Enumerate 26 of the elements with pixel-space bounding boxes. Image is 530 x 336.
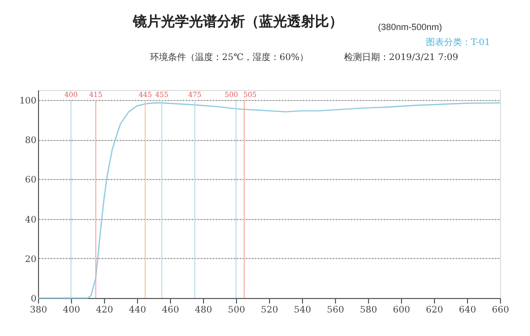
y-tick-label: 80	[25, 136, 37, 146]
x-tick-label: 460	[162, 306, 180, 316]
y-tick-label: 100	[19, 96, 37, 106]
y-tick-label: 40	[25, 215, 37, 226]
x-tick-label: 540	[294, 306, 312, 316]
x-tick-label: 660	[492, 306, 510, 316]
chart-subtitle: (380nm-500nm)	[378, 22, 442, 32]
x-tick-label: 440	[128, 306, 146, 316]
x-tick-label: 640	[458, 306, 476, 316]
x-tick-label: 620	[426, 306, 444, 316]
y-tick-label: 60	[25, 176, 37, 186]
x-tick-label: 480	[194, 306, 212, 316]
x-tick-label: 380	[30, 306, 48, 316]
y-tick-label: 0	[30, 294, 37, 304]
x-tick-label: 580	[360, 306, 378, 316]
x-tick-label: 420	[96, 306, 114, 316]
text: 环境条件（温度：25℃，湿度：60%）	[150, 52, 309, 63]
text: 图表分类：T-01	[426, 37, 490, 48]
x-tick-label: 560	[326, 306, 344, 316]
x-tick-label: 600	[392, 306, 410, 316]
text: 检测日期：2019/3/21 7:09	[344, 52, 458, 63]
x-tick-label: 520	[260, 306, 278, 316]
y-tick-label: 20	[25, 254, 37, 265]
x-tick-label: 400	[62, 306, 80, 316]
chart-title: 镜片光学光谱分析（蓝光透射比）	[132, 13, 343, 30]
x-tick-label: 500	[228, 306, 246, 316]
